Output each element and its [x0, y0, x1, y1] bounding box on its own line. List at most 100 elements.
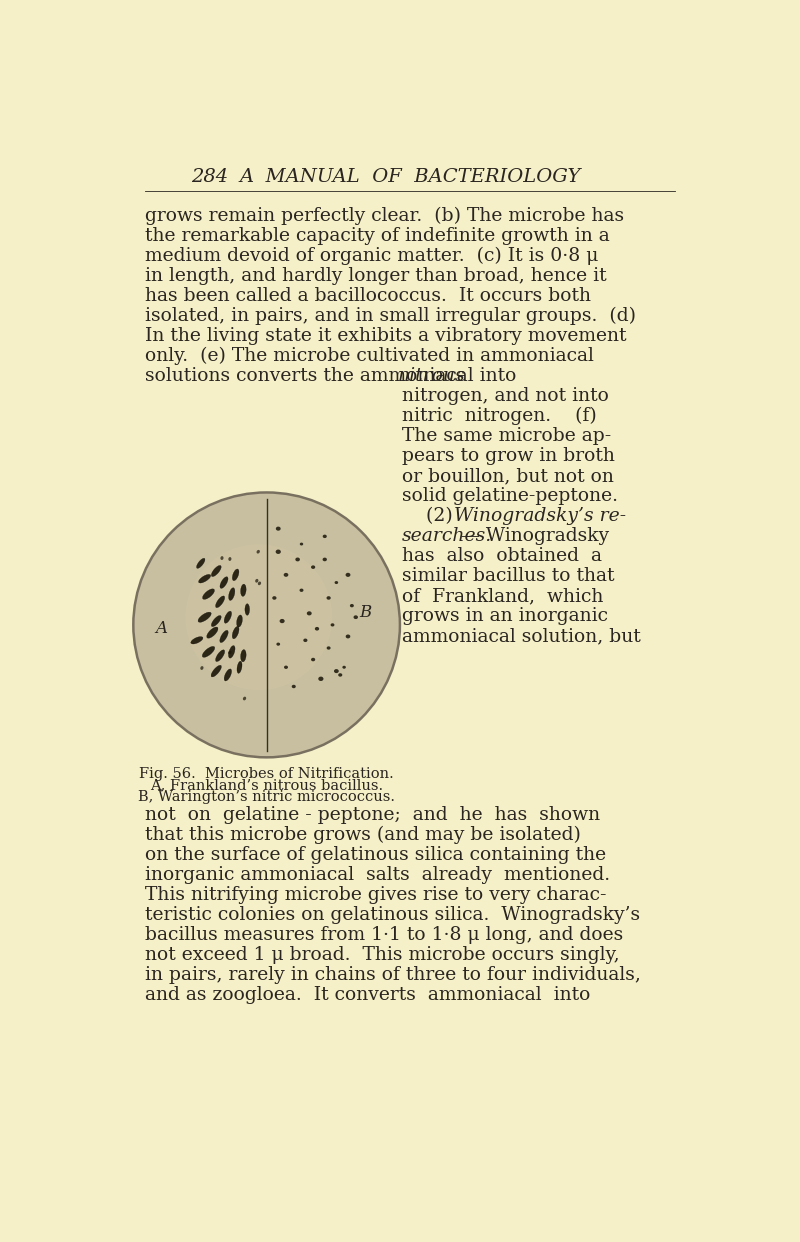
- Ellipse shape: [346, 573, 350, 576]
- Ellipse shape: [197, 558, 205, 569]
- Ellipse shape: [272, 596, 277, 600]
- Ellipse shape: [300, 543, 303, 545]
- Ellipse shape: [311, 658, 315, 661]
- Ellipse shape: [295, 558, 300, 561]
- Text: on the surface of gelatinous silica containing the: on the surface of gelatinous silica cont…: [145, 846, 606, 864]
- Text: B, Warington’s nitric micrococcus.: B, Warington’s nitric micrococcus.: [138, 790, 395, 804]
- Text: 284: 284: [191, 168, 229, 186]
- Text: — Winogradsky: — Winogradsky: [461, 527, 609, 545]
- Ellipse shape: [198, 574, 210, 582]
- Text: has  also  obtained  a: has also obtained a: [402, 548, 602, 565]
- Ellipse shape: [243, 697, 246, 700]
- Ellipse shape: [220, 576, 228, 589]
- Text: similar bacillus to that: similar bacillus to that: [402, 568, 614, 585]
- Text: nitrogen, and not into: nitrogen, and not into: [402, 388, 609, 405]
- Text: B: B: [360, 604, 372, 621]
- Ellipse shape: [338, 673, 342, 677]
- Text: only.  (e) The microbe cultivated in ammoniacal: only. (e) The microbe cultivated in ammo…: [145, 347, 594, 365]
- Ellipse shape: [322, 534, 326, 538]
- Text: Winogradsky’s re-: Winogradsky’s re-: [454, 507, 626, 525]
- Ellipse shape: [326, 596, 330, 600]
- Ellipse shape: [224, 611, 231, 623]
- Text: ammoniacal solution, but: ammoniacal solution, but: [402, 627, 641, 645]
- Ellipse shape: [215, 596, 225, 607]
- Text: searches.: searches.: [402, 527, 493, 545]
- Ellipse shape: [229, 587, 235, 600]
- Ellipse shape: [190, 637, 203, 645]
- Ellipse shape: [211, 565, 221, 576]
- Text: the remarkable capacity of indefinite growth in a: the remarkable capacity of indefinite gr…: [145, 227, 610, 245]
- Ellipse shape: [215, 650, 225, 662]
- Text: nitrous: nitrous: [398, 366, 466, 385]
- Text: grows remain perfectly clear.  (b) The microbe has: grows remain perfectly clear. (b) The mi…: [145, 206, 624, 225]
- Text: solid gelatine-peptone.: solid gelatine-peptone.: [402, 487, 618, 505]
- Ellipse shape: [255, 579, 258, 582]
- Ellipse shape: [299, 589, 303, 592]
- Text: A  MANUAL  OF  BACTERIOLOGY: A MANUAL OF BACTERIOLOGY: [239, 168, 581, 186]
- Ellipse shape: [303, 638, 307, 642]
- Ellipse shape: [229, 646, 235, 658]
- Text: has been called a bacillococcus.  It occurs both: has been called a bacillococcus. It occu…: [145, 287, 591, 304]
- Text: nitric  nitrogen.    (f): nitric nitrogen. (f): [402, 407, 597, 425]
- Text: A: A: [155, 620, 167, 637]
- Text: and as zoogloea.  It converts  ammoniacal  into: and as zoogloea. It converts ammoniacal …: [145, 986, 590, 1004]
- Ellipse shape: [200, 666, 203, 669]
- Text: medium devoid of organic matter.  (c) It is 0·8 μ: medium devoid of organic matter. (c) It …: [145, 247, 598, 265]
- Ellipse shape: [350, 604, 354, 607]
- Ellipse shape: [280, 619, 285, 623]
- Text: isolated, in pairs, and in small irregular groups.  (d): isolated, in pairs, and in small irregul…: [145, 307, 636, 325]
- Ellipse shape: [284, 666, 288, 669]
- Text: The same microbe ap-: The same microbe ap-: [402, 427, 611, 445]
- Ellipse shape: [202, 589, 214, 600]
- Ellipse shape: [232, 626, 239, 638]
- Text: that this microbe grows (and may be isolated): that this microbe grows (and may be isol…: [145, 826, 581, 845]
- Ellipse shape: [276, 549, 281, 554]
- Ellipse shape: [245, 604, 250, 615]
- Text: inorganic ammoniacal  salts  already  mentioned.: inorganic ammoniacal salts already menti…: [145, 866, 610, 884]
- Ellipse shape: [318, 677, 323, 681]
- Text: of  Frankland,  which: of Frankland, which: [402, 587, 604, 605]
- Ellipse shape: [330, 623, 334, 626]
- Text: solutions converts the ammoniacal into: solutions converts the ammoniacal into: [145, 366, 522, 385]
- Text: not  on  gelatine - peptone;  and  he  has  shown: not on gelatine - peptone; and he has sh…: [145, 806, 600, 823]
- Ellipse shape: [241, 650, 246, 662]
- Ellipse shape: [232, 569, 239, 581]
- Text: teristic colonies on gelatinous silica.  Winogradsky’s: teristic colonies on gelatinous silica. …: [145, 905, 640, 924]
- Ellipse shape: [211, 666, 222, 677]
- Ellipse shape: [206, 627, 218, 638]
- Ellipse shape: [224, 669, 231, 681]
- Ellipse shape: [307, 611, 312, 616]
- Ellipse shape: [202, 646, 214, 657]
- Ellipse shape: [258, 581, 261, 585]
- Text: Fig. 56.  Microbes of Nitrification.: Fig. 56. Microbes of Nitrification.: [139, 766, 394, 780]
- Ellipse shape: [315, 627, 319, 631]
- Ellipse shape: [346, 635, 350, 638]
- Text: In the living state it exhibits a vibratory movement: In the living state it exhibits a vibrat…: [145, 327, 626, 345]
- Ellipse shape: [322, 558, 327, 561]
- Ellipse shape: [237, 615, 242, 627]
- Ellipse shape: [211, 616, 221, 627]
- Ellipse shape: [257, 550, 260, 554]
- Text: not exceed 1 μ broad.  This microbe occurs singly,: not exceed 1 μ broad. This microbe occur…: [145, 946, 619, 964]
- Text: in pairs, rarely in chains of three to four individuals,: in pairs, rarely in chains of three to f…: [145, 966, 641, 984]
- Text: in length, and hardly longer than broad, hence it: in length, and hardly longer than broad,…: [145, 267, 606, 284]
- Ellipse shape: [354, 615, 358, 619]
- Ellipse shape: [311, 565, 315, 569]
- Ellipse shape: [220, 630, 228, 642]
- Text: This nitrifying microbe gives rise to very charac-: This nitrifying microbe gives rise to ve…: [145, 886, 606, 904]
- Text: (2): (2): [402, 507, 459, 525]
- Text: A, Frankland’s nitrous bacillus.: A, Frankland’s nitrous bacillus.: [150, 779, 383, 792]
- Ellipse shape: [276, 642, 280, 646]
- Ellipse shape: [292, 684, 296, 688]
- Ellipse shape: [221, 556, 223, 560]
- Ellipse shape: [276, 527, 281, 530]
- Ellipse shape: [326, 646, 330, 650]
- Ellipse shape: [241, 584, 246, 596]
- Ellipse shape: [198, 612, 211, 622]
- Text: grows in an inorganic: grows in an inorganic: [402, 607, 608, 625]
- Circle shape: [186, 544, 332, 691]
- Text: or bouillon, but not on: or bouillon, but not on: [402, 467, 614, 486]
- Text: pears to grow in broth: pears to grow in broth: [402, 447, 615, 465]
- Ellipse shape: [237, 661, 242, 673]
- Ellipse shape: [334, 581, 338, 584]
